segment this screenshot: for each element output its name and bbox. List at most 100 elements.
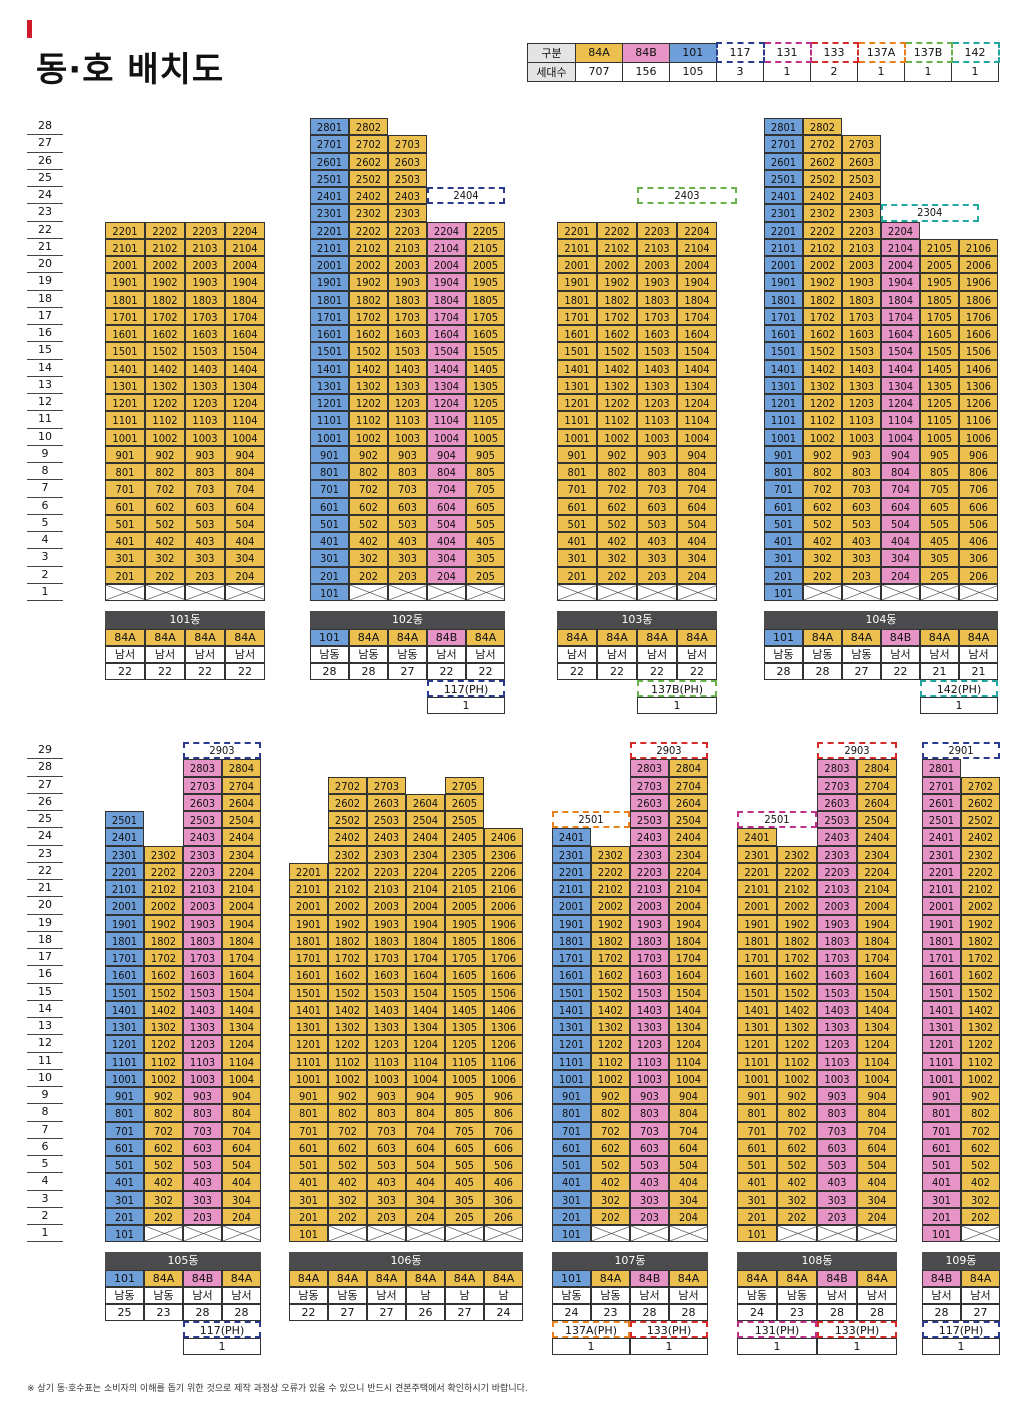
unit-cell: 1003 <box>388 428 427 446</box>
unit-cell: 1403 <box>367 1000 406 1018</box>
unit-cell: 603 <box>183 1138 222 1156</box>
floor-label: 23 <box>27 204 63 222</box>
unit-cell: 503 <box>817 1156 857 1174</box>
line-type: 84A <box>367 1270 406 1288</box>
floor-label: 16 <box>27 325 63 343</box>
unit-cell: 1403 <box>183 1000 222 1018</box>
unit-cell: 203 <box>185 566 225 584</box>
unit-cell: 2405 <box>445 828 484 846</box>
line-floor-count: 24 <box>484 1304 523 1322</box>
unit-cell: 1202 <box>597 394 637 412</box>
unit-cell: 802 <box>145 463 185 481</box>
unit-cell: 406 <box>484 1173 523 1191</box>
line-type: 84A <box>222 1270 261 1288</box>
line-direction: 남 <box>484 1287 523 1305</box>
unit-cell: 1205 <box>466 394 505 412</box>
unit-cell: 1001 <box>552 1069 591 1087</box>
empty-unit <box>427 583 466 601</box>
floor-label: 19 <box>27 915 63 932</box>
unit-cell: 1901 <box>105 273 145 291</box>
unit-cell: 1204 <box>677 394 717 412</box>
unit-cell: 1803 <box>183 931 222 949</box>
unit-cell: 1104 <box>222 1052 261 1070</box>
unit-cell: 206 <box>959 566 998 584</box>
empty-unit <box>445 1225 484 1243</box>
unit-cell: 201 <box>764 566 803 584</box>
unit-cell: 201 <box>557 566 597 584</box>
unit-cell: 2003 <box>367 897 406 915</box>
unit-cell: 1601 <box>737 966 777 984</box>
unit-cell: 2503 <box>183 811 222 829</box>
unit-cell: 2203 <box>630 862 669 880</box>
line-type: 84A <box>328 1270 367 1288</box>
unit-cell: 1602 <box>349 325 388 343</box>
unit-cell: 1605 <box>445 966 484 984</box>
unit-cell: 2102 <box>777 880 817 898</box>
unit-cell: 1003 <box>185 428 225 446</box>
unit-cell: 801 <box>557 463 597 481</box>
unit-cell: 1802 <box>328 931 367 949</box>
unit-cell: 1502 <box>144 983 183 1001</box>
unit-cell: 2201 <box>105 221 145 239</box>
unit-cell: 702 <box>961 1121 1000 1139</box>
unit-cell: 1402 <box>349 359 388 377</box>
unit-cell: 2701 <box>310 135 349 153</box>
building-name-header: 107동 <box>552 1252 708 1271</box>
unit-cell: 903 <box>367 1087 406 1105</box>
unit-cell: 204 <box>881 566 920 584</box>
line-direction: 남동 <box>777 1287 817 1305</box>
unit-cell: 2202 <box>597 221 637 239</box>
penthouse-unit: 2404 <box>427 187 505 205</box>
unit-cell: 2704 <box>222 776 261 794</box>
unit-cell: 2401 <box>105 828 144 846</box>
unit-cell: 1703 <box>185 307 225 325</box>
unit-cell: 801 <box>552 1104 591 1122</box>
unit-cell: 1504 <box>406 983 445 1001</box>
unit-cell: 705 <box>445 1121 484 1139</box>
line-type: 84A <box>144 1270 183 1288</box>
unit-cell: 1503 <box>637 342 677 360</box>
unit-cell: 602 <box>145 497 185 515</box>
unit-cell: 906 <box>959 445 998 463</box>
unit-cell: 804 <box>225 463 265 481</box>
unit-cell: 802 <box>349 463 388 481</box>
unit-cell: 2703 <box>842 135 881 153</box>
unit-cell: 1203 <box>817 1035 857 1053</box>
unit-cell: 1702 <box>144 949 183 967</box>
unit-cell: 1103 <box>367 1052 406 1070</box>
unit-cell: 1403 <box>388 359 427 377</box>
unit-cell: 603 <box>630 1138 669 1156</box>
unit-cell: 1202 <box>803 394 842 412</box>
unit-cell: 2104 <box>225 238 265 256</box>
unit-cell: 605 <box>445 1138 484 1156</box>
line-type: 84A <box>637 629 677 646</box>
floor-label: 4 <box>27 1173 63 1191</box>
unit-cell: 1404 <box>881 359 920 377</box>
unit-cell: 1901 <box>289 914 328 932</box>
unit-cell: 1803 <box>817 931 857 949</box>
legend-type-142: 142 <box>950 42 1000 63</box>
unit-cell: 401 <box>737 1173 777 1191</box>
unit-cell: 1105 <box>920 411 959 429</box>
unit-cell: 1802 <box>597 290 637 308</box>
empty-unit <box>484 1225 523 1243</box>
unit-cell: 2302 <box>961 845 1000 863</box>
unit-cell: 2203 <box>817 862 857 880</box>
unit-cell: 1701 <box>737 949 777 967</box>
unit-cell: 2703 <box>367 776 406 794</box>
unit-cell: 1904 <box>677 273 717 291</box>
unit-cell: 2305 <box>445 845 484 863</box>
unit-cell: 902 <box>597 445 637 463</box>
unit-cell: 1402 <box>961 1000 1000 1018</box>
unit-cell: 705 <box>920 480 959 498</box>
unit-cell: 1906 <box>959 273 998 291</box>
unit-cell: 904 <box>669 1087 708 1105</box>
unit-cell: 801 <box>737 1104 777 1122</box>
unit-cell: 603 <box>388 497 427 515</box>
unit-cell: 305 <box>466 549 505 567</box>
unit-cell: 1304 <box>857 1018 897 1036</box>
unit-cell: 1004 <box>857 1069 897 1087</box>
unit-cell: 201 <box>289 1207 328 1225</box>
unit-cell: 1901 <box>737 914 777 932</box>
unit-cell: 501 <box>557 514 597 532</box>
